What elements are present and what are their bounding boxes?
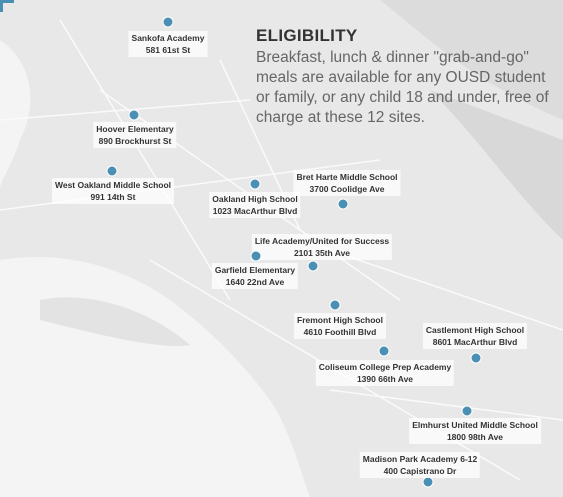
site-marker bbox=[249, 178, 261, 190]
site-name: Coliseum College Prep Academy bbox=[318, 362, 452, 372]
info-text: Breakfast, lunch & dinner "grab-and-go" … bbox=[256, 49, 549, 126]
site-address: 1640 22nd Ave bbox=[225, 277, 285, 287]
site-address: 1390 66th Ave bbox=[356, 374, 414, 384]
site-name: Hoover Elementary bbox=[96, 124, 174, 134]
site-marker bbox=[250, 250, 262, 262]
site-name: Elmhurst United Middle School bbox=[412, 420, 538, 430]
site-marker bbox=[337, 198, 349, 210]
site-label: Garfield Elementary 1640 22nd Ave bbox=[211, 263, 299, 289]
site-label: Hoover Elementary 890 Brockhurst St bbox=[93, 122, 177, 148]
site-label: Life Academy/United for Success 2101 35th… bbox=[251, 234, 393, 260]
site-name: Life Academy/United for Success bbox=[254, 236, 390, 246]
site-name: Fremont High School bbox=[297, 315, 383, 325]
site-label: Madison Park Academy 6-12 400 Capistrano … bbox=[359, 452, 481, 478]
site-label: Coliseum College Prep Academy 1390 66th A… bbox=[315, 360, 455, 386]
info-title: ELIGIBILITY bbox=[256, 26, 358, 45]
site-marker bbox=[162, 16, 174, 28]
site-label: Oakland High School 1023 MacArthur Blvd bbox=[209, 192, 301, 218]
site-marker bbox=[307, 260, 319, 272]
site-name: Oakland High School bbox=[212, 194, 298, 204]
site-marker bbox=[329, 299, 341, 311]
site-marker bbox=[422, 476, 434, 488]
site-label: Bret Harte Middle School 3700 Coolidge Av… bbox=[293, 170, 401, 196]
site-address: 581 61st St bbox=[145, 45, 191, 55]
site-address: 890 Brockhurst St bbox=[98, 136, 172, 146]
site-marker bbox=[106, 165, 118, 177]
site-address: 1800 98th Ave bbox=[446, 432, 504, 442]
site-address: 4610 Foothill Blvd bbox=[303, 327, 377, 337]
site-label: Castlemont High School 8601 MacArthur Blv… bbox=[422, 323, 528, 349]
site-name: Madison Park Academy 6-12 bbox=[362, 454, 478, 464]
site-address: 3700 Coolidge Ave bbox=[309, 184, 385, 194]
site-label: Sankofa Academy 581 61st St bbox=[128, 31, 208, 57]
site-address: 991 14th St bbox=[90, 192, 136, 202]
site-marker bbox=[461, 405, 473, 417]
site-address: 400 Capistrano Dr bbox=[383, 466, 457, 476]
site-name: West Oakland Middle School bbox=[54, 180, 172, 190]
info-box: ELIGIBILITY Breakfast, lunch & dinner "g… bbox=[256, 26, 556, 128]
site-name: Castlemont High School bbox=[425, 325, 525, 335]
site-name: Sankofa Academy bbox=[131, 33, 205, 43]
site-address: 8601 MacArthur Blvd bbox=[432, 337, 518, 347]
site-label: Elmhurst United Middle School 1800 98th A… bbox=[409, 418, 541, 444]
site-marker bbox=[128, 109, 140, 121]
site-name: Bret Harte Middle School bbox=[296, 172, 398, 182]
site-name: Garfield Elementary bbox=[214, 265, 296, 275]
site-label: West Oakland Middle School 991 14th St bbox=[51, 178, 175, 204]
site-marker bbox=[378, 345, 390, 357]
site-address: 2101 35th Ave bbox=[293, 248, 351, 258]
site-marker bbox=[470, 352, 482, 364]
site-label: Fremont High School 4610 Foothill Blvd bbox=[294, 313, 386, 339]
site-address: 1023 MacArthur Blvd bbox=[212, 206, 298, 216]
